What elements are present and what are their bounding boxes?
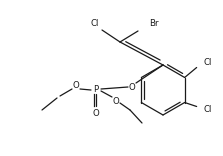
Text: Br: Br [149, 20, 159, 29]
Text: O: O [129, 83, 135, 93]
Text: Cl: Cl [204, 58, 212, 67]
Text: Cl: Cl [204, 105, 212, 114]
Text: O: O [73, 81, 79, 90]
Text: Cl: Cl [91, 19, 99, 27]
Text: P: P [93, 85, 99, 95]
Text: O: O [113, 98, 119, 107]
Text: O: O [93, 109, 99, 117]
